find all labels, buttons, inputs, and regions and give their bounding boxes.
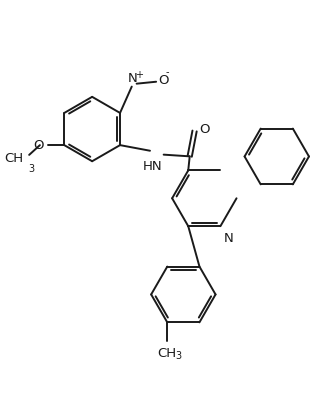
Text: HN: HN — [143, 160, 163, 173]
Text: +: + — [135, 70, 143, 80]
Text: O: O — [199, 123, 210, 136]
Text: N: N — [223, 232, 233, 245]
Text: 3: 3 — [28, 164, 34, 173]
Text: 3: 3 — [175, 351, 181, 361]
Text: -: - — [166, 67, 169, 77]
Text: CH: CH — [4, 152, 23, 165]
Text: O: O — [33, 139, 44, 152]
Text: N: N — [128, 72, 138, 85]
Text: CH: CH — [158, 347, 177, 360]
Text: O: O — [158, 74, 169, 87]
